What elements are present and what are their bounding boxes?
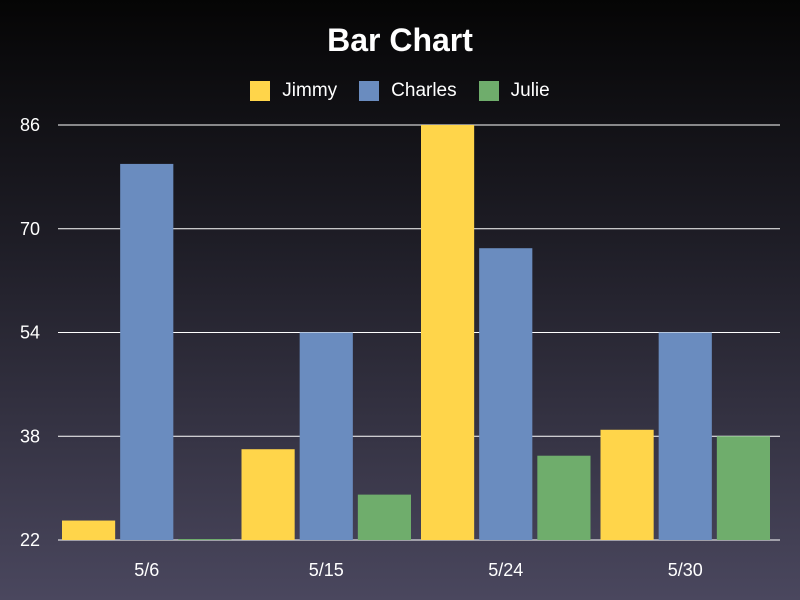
y-tick-label-22: 22 (20, 530, 40, 550)
bar-julie-5-15 (357, 494, 411, 540)
y-tick-label-54: 54 (20, 323, 40, 343)
bar-charles-5-6 (120, 163, 174, 540)
legend-label-jimmy: Jimmy (282, 80, 338, 101)
legend-swatch-charles (359, 81, 380, 101)
x-tick-label-5-30: 5/30 (668, 560, 703, 580)
y-tick-label-38: 38 (20, 426, 40, 446)
legend-swatch-jimmy (250, 81, 271, 101)
legend-label-charles: Charles (391, 80, 457, 101)
bar-jimmy-5-24 (421, 125, 475, 540)
legend-item-julie[interactable]: Julie (478, 80, 550, 102)
bar-charles-5-30 (658, 332, 712, 540)
bar-julie-5-24 (537, 455, 591, 540)
bar-jimmy-5-15 (241, 449, 295, 540)
legend-item-charles[interactable]: Charles (359, 80, 457, 102)
legend-swatch-julie (478, 81, 499, 101)
legend: Jimmy Charles Julie (0, 80, 800, 102)
bar-jimmy-5-6 (62, 520, 116, 540)
y-tick-label-70: 70 (20, 219, 40, 239)
bar-charles-5-24 (479, 248, 533, 540)
bar-julie-5-30 (716, 436, 770, 540)
bar-julie-5-6 (178, 539, 232, 540)
legend-label-julie: Julie (510, 80, 550, 101)
x-tick-label-5-6: 5/6 (134, 560, 159, 580)
x-tick-label-5-15: 5/15 (309, 560, 344, 580)
bar-charles-5-15 (299, 332, 353, 540)
x-tick-label-5-24: 5/24 (488, 560, 523, 580)
legend-item-jimmy[interactable]: Jimmy (250, 80, 337, 102)
bar-jimmy-5-30 (600, 429, 654, 540)
y-tick-label-86: 86 (20, 115, 40, 135)
chart-title: Bar Chart (327, 22, 473, 58)
